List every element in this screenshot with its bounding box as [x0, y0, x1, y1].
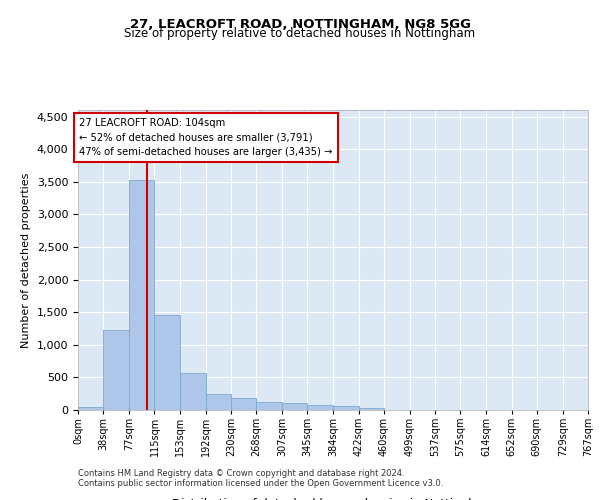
- Text: Size of property relative to detached houses in Nottingham: Size of property relative to detached ho…: [124, 28, 476, 40]
- X-axis label: Distribution of detached houses by size in Nottingham: Distribution of detached houses by size …: [172, 498, 494, 500]
- Bar: [180, 374, 206, 410]
- Bar: [256, 402, 282, 410]
- Text: 27, LEACROFT ROAD, NOTTINGHAM, NG8 5GG: 27, LEACROFT ROAD, NOTTINGHAM, NG8 5GG: [130, 18, 470, 30]
- Y-axis label: Number of detached properties: Number of detached properties: [21, 172, 31, 348]
- Bar: [129, 180, 154, 410]
- Bar: [206, 394, 231, 410]
- Bar: [154, 316, 180, 410]
- Bar: [334, 406, 359, 410]
- Bar: [78, 406, 103, 410]
- Text: Contains public sector information licensed under the Open Government Licence v3: Contains public sector information licen…: [78, 478, 443, 488]
- Bar: [103, 330, 129, 410]
- Bar: [359, 408, 384, 410]
- Bar: [282, 404, 307, 410]
- Text: 27 LEACROFT ROAD: 104sqm
← 52% of detached houses are smaller (3,791)
47% of sem: 27 LEACROFT ROAD: 104sqm ← 52% of detach…: [79, 118, 333, 158]
- Bar: [307, 406, 334, 410]
- Bar: [231, 398, 256, 410]
- Text: Contains HM Land Registry data © Crown copyright and database right 2024.: Contains HM Land Registry data © Crown c…: [78, 468, 404, 477]
